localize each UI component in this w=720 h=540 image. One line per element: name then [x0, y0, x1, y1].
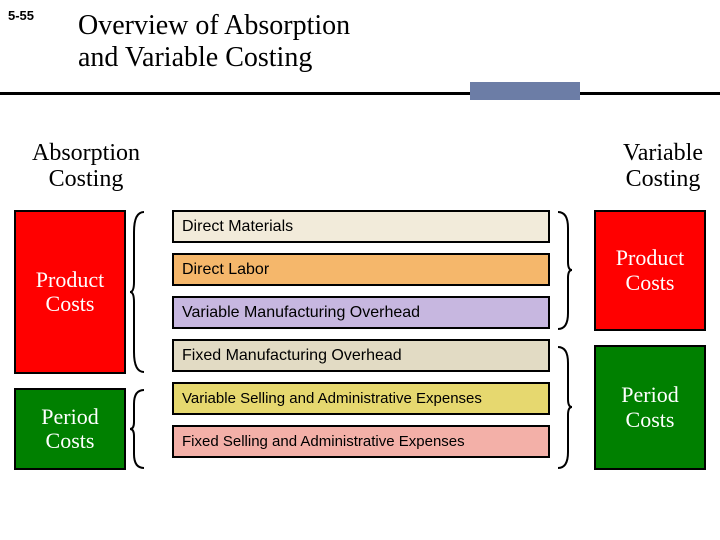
left-heading-line1: Absorption	[32, 140, 140, 166]
right-brace-period	[554, 345, 572, 470]
right-heading-line1: Variable	[623, 140, 703, 166]
left-product-costs-box: Product Costs	[14, 210, 126, 374]
cost-rows: Direct Materials Direct Labor Variable M…	[172, 210, 550, 458]
cost-row-variable-sga: Variable Selling and Administrative Expe…	[172, 382, 550, 415]
right-brace-product	[554, 210, 572, 331]
page-number: 5-55	[8, 8, 34, 23]
title-underline	[0, 92, 720, 95]
right-column-heading: Variable Costing	[608, 140, 718, 193]
right-period-costs-box: Period Costs	[594, 345, 706, 470]
slide-title: Overview of Absorption and Variable Cost…	[78, 10, 638, 82]
left-brace-period	[130, 388, 148, 470]
title-line-1: Overview of Absorption	[78, 10, 350, 41]
left-heading-line2: Costing	[49, 166, 124, 192]
left-period-costs-box: Period Costs	[14, 388, 126, 470]
title-line-2: and Variable Costing	[78, 42, 312, 73]
right-heading-line2: Costing	[626, 166, 701, 192]
title-accent-bar	[470, 82, 580, 100]
left-column-heading: Absorption Costing	[16, 140, 156, 193]
left-brace-product	[130, 210, 148, 374]
right-product-costs-box: Product Costs	[594, 210, 706, 331]
cost-row-direct-materials: Direct Materials	[172, 210, 550, 243]
cost-row-variable-moh: Variable Manufacturing Overhead	[172, 296, 550, 329]
cost-row-fixed-sga: Fixed Selling and Administrative Expense…	[172, 425, 550, 458]
costing-diagram: Product Costs Period Costs Direct Materi…	[14, 210, 706, 470]
cost-row-fixed-moh: Fixed Manufacturing Overhead	[172, 339, 550, 372]
title-area: Overview of Absorption and Variable Cost…	[78, 10, 638, 82]
cost-row-direct-labor: Direct Labor	[172, 253, 550, 286]
